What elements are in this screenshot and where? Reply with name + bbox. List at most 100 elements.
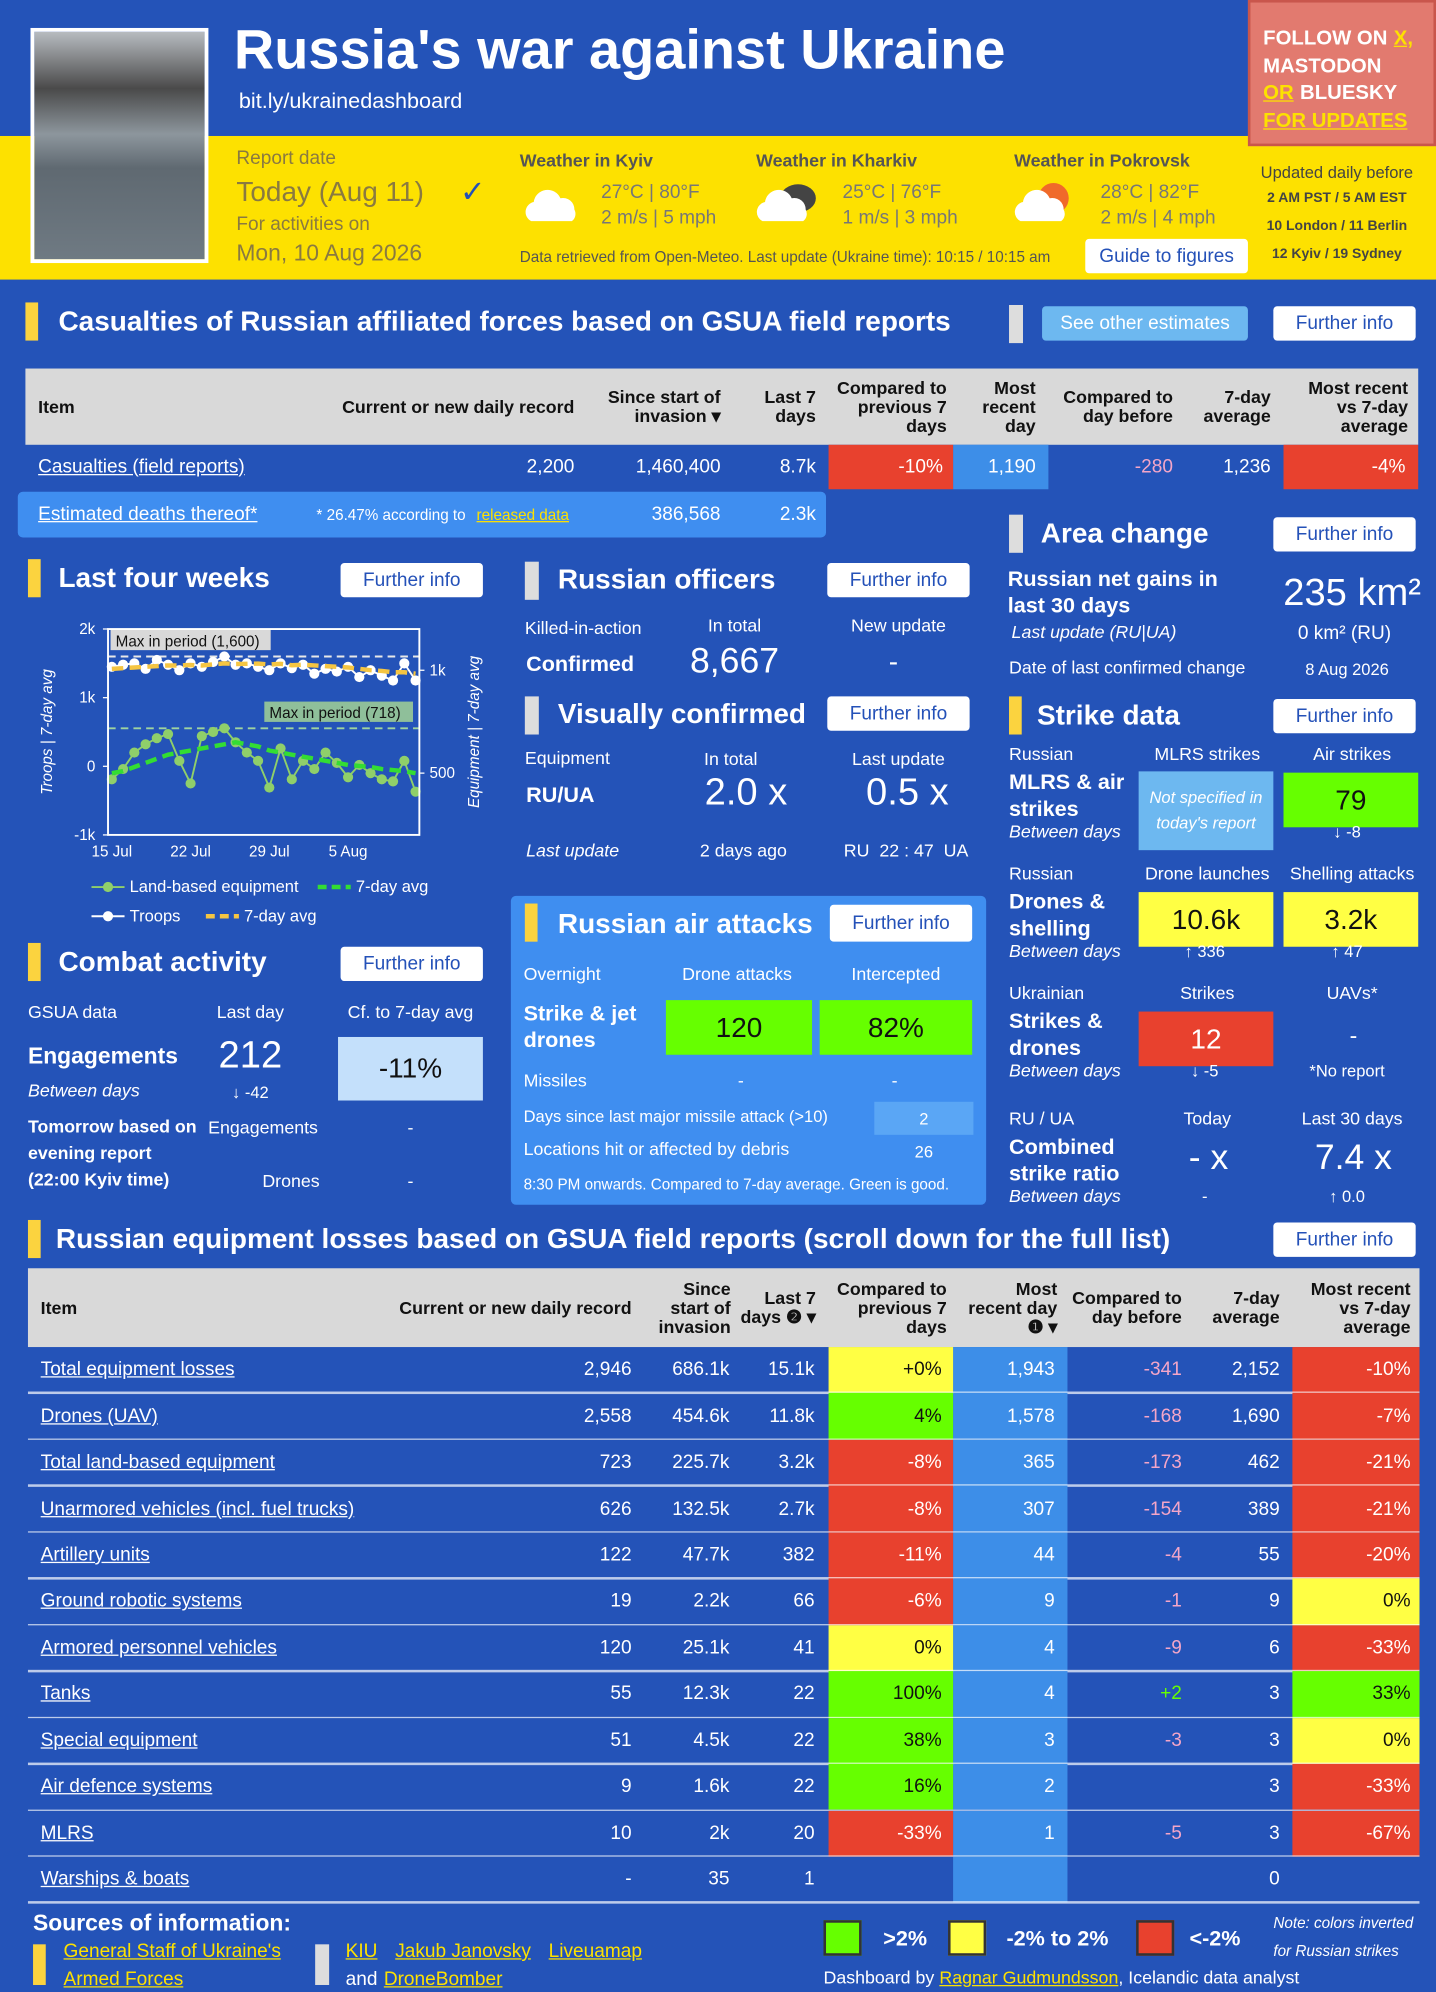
annotation: Max in period (718) — [269, 705, 400, 722]
section-title: Last four weeks — [58, 561, 270, 594]
table-cell: 41 — [793, 1636, 815, 1659]
text: 8,667 — [689, 640, 780, 680]
status-cell — [828, 1347, 954, 1394]
line-chart: -1k 0 1k 2k 500 1k 15 Jul 22 Jul 29 Jul 5 Aug Troo… — [39, 621, 483, 925]
table-cell: 3 — [1269, 1729, 1280, 1751]
button[interactable]: Further info — [827, 562, 970, 598]
source-link[interactable]: Jakub Janovsky — [395, 1940, 531, 1963]
button[interactable]: Further info — [1273, 517, 1416, 552]
section-title: Area change — [1040, 517, 1209, 549]
status-cell — [1292, 1578, 1420, 1625]
follow-link[interactable]: OR — [1263, 82, 1294, 105]
row-link[interactable]: Tanks — [40, 1683, 91, 1705]
text: Mon, 10 Aug 2026 — [236, 240, 423, 266]
button[interactable]: Further info — [1273, 306, 1416, 341]
row-separator — [27, 1392, 1420, 1394]
row-link[interactable]: Casualties (field reports) — [38, 455, 245, 478]
recent-cell — [953, 1532, 1068, 1579]
row-separator — [27, 1670, 1420, 1672]
button[interactable]: Further info — [827, 696, 970, 731]
source-link[interactable]: General Staff of Ukraine's Armed Forces — [63, 1940, 281, 1991]
note-link[interactable]: released data — [476, 505, 569, 524]
button[interactable]: Further info — [1273, 1222, 1416, 1257]
table-cell: 1 — [1044, 1821, 1055, 1844]
recent-cell — [953, 1439, 1068, 1486]
source-link[interactable]: Liveuamap — [548, 1940, 642, 1963]
text: Killed-in-action — [524, 617, 642, 638]
row-link[interactable]: Estimated deaths thereof* — [38, 503, 258, 525]
source-marker — [315, 1944, 330, 1985]
table-cell: -7% — [1376, 1405, 1411, 1427]
between-label: Between days — [1009, 1059, 1121, 1081]
text: Locations hit or affected by debris — [523, 1138, 790, 1159]
text: 8 Aug 2026 — [1305, 659, 1389, 679]
table-cell: +2 — [1160, 1683, 1182, 1705]
table-cell: 22 — [793, 1683, 815, 1705]
row-link[interactable]: Drones (UAV) — [40, 1405, 158, 1427]
text: RU/UA — [526, 782, 595, 807]
button[interactable]: See other estimates — [1042, 306, 1248, 341]
table-cell: 0% — [914, 1636, 942, 1659]
button[interactable]: Further info — [340, 562, 483, 598]
status-cell — [828, 1717, 954, 1764]
table-cell: 33% — [1372, 1683, 1411, 1705]
data-point — [365, 768, 376, 779]
annotation-box — [110, 629, 271, 651]
source-list: and DroneBomber — [346, 1966, 503, 1991]
section-marker — [27, 559, 41, 598]
text: Shelling attacks — [1289, 862, 1415, 884]
row-link[interactable]: Special equipment — [40, 1729, 198, 1751]
author-link[interactable]: Ragnar Gudmundsson — [939, 1967, 1119, 1988]
table-cell: 19 — [610, 1590, 632, 1612]
text: , Icelandic data analyst — [1118, 1967, 1300, 1988]
source-link[interactable]: DroneBomber — [383, 1968, 503, 1991]
row-link[interactable]: MLRS — [40, 1821, 94, 1844]
status-cell — [828, 1810, 954, 1857]
row-link[interactable]: Ground robotic systems — [40, 1590, 242, 1612]
weather-temp: 28°C | 82°F — [1100, 181, 1200, 204]
section-marker — [1009, 304, 1023, 344]
table-cell: 2,558 — [583, 1405, 632, 1427]
table-cell: 2 — [1044, 1775, 1055, 1798]
row-link[interactable]: Air defence systems — [40, 1775, 213, 1798]
text: Dashboard by — [823, 1967, 935, 1988]
source-link[interactable]: KIU — [345, 1940, 378, 1963]
status-cell — [1292, 1439, 1420, 1486]
tick-label: 1k — [79, 690, 95, 707]
row-link[interactable]: Unarmored vehicles (incl. fuel trucks) — [40, 1497, 355, 1520]
button[interactable]: Guide to figures — [1085, 238, 1248, 274]
status-cell — [1292, 1717, 1420, 1764]
button[interactable]: Further info — [340, 946, 483, 982]
button[interactable]: Further info — [829, 904, 973, 942]
data-point — [410, 675, 421, 686]
table-cell: 122 — [599, 1544, 632, 1566]
update-schedule: 2 AM PST / 5 AM EST — [1267, 190, 1407, 206]
recent-cell — [953, 1763, 1068, 1811]
row-separator — [27, 1716, 1420, 1719]
recent-cell — [953, 1393, 1068, 1440]
row-link[interactable]: Total land-based equipment — [40, 1451, 275, 1474]
follow-link[interactable]: X, — [1393, 27, 1413, 50]
text: ↓ -8 — [1333, 822, 1361, 842]
follow-label: FOLLOW ON — [1263, 27, 1388, 50]
row-link[interactable]: Warships & boats — [40, 1868, 190, 1890]
link[interactable]: bit.ly/ukrainedashboard — [238, 88, 463, 114]
table-cell: 0% — [1383, 1590, 1411, 1612]
row-link[interactable]: Total equipment losses — [40, 1358, 235, 1381]
status-cell — [828, 1486, 954, 1533]
text: 26 — [914, 1142, 934, 1162]
row-link[interactable]: Artillery units — [40, 1544, 150, 1566]
text: Drones & shelling — [1009, 889, 1106, 941]
section-marker — [524, 696, 539, 735]
status-cell — [1292, 1486, 1420, 1533]
text: Strike & jet drones — [523, 1001, 637, 1053]
data-point — [140, 739, 151, 750]
follow-link[interactable]: FOR UPDATES — [1263, 109, 1408, 132]
table-cell: -33% — [1366, 1636, 1411, 1659]
table-cell: 626 — [599, 1497, 632, 1520]
tick-label: 2k — [79, 621, 95, 638]
button[interactable]: Further info — [1273, 698, 1416, 734]
data-point — [174, 665, 185, 676]
row-link[interactable]: Armored personnel vehicles — [40, 1636, 277, 1659]
text: Drone launches — [1144, 862, 1270, 884]
